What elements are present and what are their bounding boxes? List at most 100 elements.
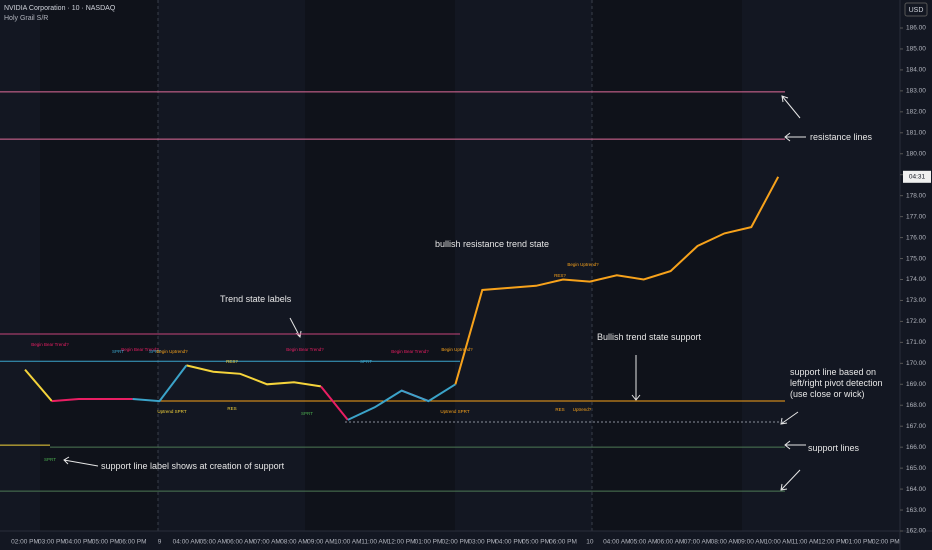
x-tick-label: 06:00 PM — [119, 539, 147, 546]
x-tick-label: 08:00 AM — [711, 539, 738, 546]
y-tick-label: 183.00 — [906, 88, 926, 95]
annotation: support line label shows at creation of … — [101, 461, 285, 471]
x-tick-label: 05:00 AM — [200, 539, 227, 546]
session-band — [592, 0, 742, 531]
x-tick-label: 07:00 AM — [684, 539, 711, 546]
x-tick-label: 08:00 AM — [280, 539, 307, 546]
state-label: Begin Bear Trend? — [286, 347, 324, 352]
annotation: Trend state labels — [220, 294, 292, 304]
annotation: bullish resistance trend state — [435, 239, 550, 249]
y-tick-label: 166.00 — [906, 444, 926, 451]
y-tick-label: 167.00 — [906, 423, 926, 430]
arrow — [784, 440, 806, 450]
arrow — [63, 456, 99, 467]
currency: USD — [909, 7, 924, 14]
y-tick-label: 173.00 — [906, 297, 926, 304]
annotation: Bullish trend state support — [597, 332, 702, 342]
currency-box — [904, 2, 928, 17]
x-tick-label: 06:00 PM — [549, 539, 577, 546]
x-tick-label: 02:00 PM — [872, 539, 900, 546]
state-label: RES? — [226, 359, 238, 364]
arrow — [780, 411, 799, 425]
state-label: Begin Uptrend? — [567, 262, 599, 267]
x-tick-label: 05:00 PM — [92, 539, 120, 546]
state-label: SPRT — [360, 359, 372, 364]
y-tick-label: 180.00 — [906, 150, 926, 157]
x-tick-label: 10:00 AM — [764, 539, 791, 546]
state-label: Uptrend SPRT — [440, 409, 469, 414]
x-tick-label: 10 — [586, 539, 594, 546]
x-tick-label: 04:00 AM — [603, 539, 630, 546]
x-tick-label: 06:00 AM — [226, 539, 253, 546]
state-label: Uptrend SPRT — [157, 409, 186, 414]
y-tick-label: 184.00 — [906, 67, 926, 74]
y-tick-label: 165.00 — [906, 465, 926, 472]
state-label: Begin Bear Trend? — [121, 347, 159, 352]
arrow — [631, 355, 641, 401]
chart-subtitle: Holy Grail S/R — [4, 15, 48, 22]
state-label: SPRT — [149, 349, 161, 354]
x-tick-label: 03:00 PM — [38, 539, 66, 546]
x-tick-label: 05:00 PM — [522, 539, 550, 546]
y-tick-label: 168.00 — [906, 402, 926, 409]
x-tick-label: 04:00 AM — [173, 539, 200, 546]
y-tick-label: 178.00 — [906, 192, 926, 199]
x-tick-label: 01:00 PM — [845, 539, 873, 546]
price-line — [454, 176, 780, 385]
price-line — [24, 364, 322, 402]
chart-title: NVIDIA Corporation · 10 · NASDAQ — [4, 5, 116, 12]
state-label: Begin Uptrend? — [156, 349, 188, 354]
price-tag — [903, 170, 931, 183]
y-tick-label: 175.00 — [906, 255, 926, 262]
x-tick-label: 05:00 AM — [630, 539, 657, 546]
session-band — [305, 0, 455, 531]
countdown: 04:31 — [909, 174, 926, 181]
x-tick-label: 09:00 AM — [307, 539, 334, 546]
y-tick-label: 172.00 — [906, 318, 926, 325]
state-label: RES — [227, 406, 236, 411]
annotation: resistance lines — [810, 132, 873, 142]
state-label: Begin Bear Trend? — [391, 349, 429, 354]
x-tick-label: 04:00 PM — [495, 539, 523, 546]
y-tick-label: 182.00 — [906, 109, 926, 116]
state-label: RES? — [554, 273, 566, 278]
y-tick-label: 186.00 — [906, 25, 926, 32]
x-tick-label: 9 — [158, 539, 162, 546]
state-label: SPRT — [301, 411, 313, 416]
y-tick-label: 163.00 — [906, 507, 926, 514]
price-line — [132, 364, 456, 421]
state-label: RES — [555, 407, 564, 412]
x-tick-label: 09:00 AM — [738, 539, 765, 546]
y-tick-label: 171.00 — [906, 339, 926, 346]
x-tick-label: 03:00 PM — [468, 539, 496, 546]
state-label: Begin Bear Trend? — [31, 342, 69, 347]
y-tick-label: 164.00 — [906, 486, 926, 493]
x-tick-label: 01:00 PM — [415, 539, 443, 546]
y-tick-label: 176.00 — [906, 234, 926, 241]
x-tick-label: 06:00 AM — [657, 539, 684, 546]
x-tick-label: 12:00 PM — [818, 539, 846, 546]
x-tick-label: 11:00 AM — [792, 539, 819, 546]
x-tick-label: 02:00 PM — [441, 539, 469, 546]
y-tick-label: 174.00 — [906, 276, 926, 283]
x-tick-label: 11:00 AM — [361, 539, 388, 546]
state-label: Uptrend? — [573, 407, 592, 412]
y-tick-label: 162.00 — [906, 528, 926, 535]
y-tick-label: 181.00 — [906, 130, 926, 137]
state-label: SPRT — [44, 457, 56, 462]
state-label: SPRT — [112, 349, 124, 354]
x-tick-label: 02:00 PM — [11, 539, 39, 546]
x-tick-label: 07:00 AM — [253, 539, 280, 546]
session-band — [40, 0, 158, 531]
arrow — [781, 95, 801, 119]
y-tick-label: 185.00 — [906, 46, 926, 53]
x-tick-label: 12:00 PM — [388, 539, 416, 546]
arrow — [784, 132, 806, 142]
annotation: support lines — [808, 443, 860, 453]
y-tick-label: 177.00 — [906, 213, 926, 220]
arrow — [780, 469, 801, 491]
annotation: support line based on left/right pivot d… — [790, 367, 883, 399]
state-label: Begin Uptrend? — [441, 347, 473, 352]
